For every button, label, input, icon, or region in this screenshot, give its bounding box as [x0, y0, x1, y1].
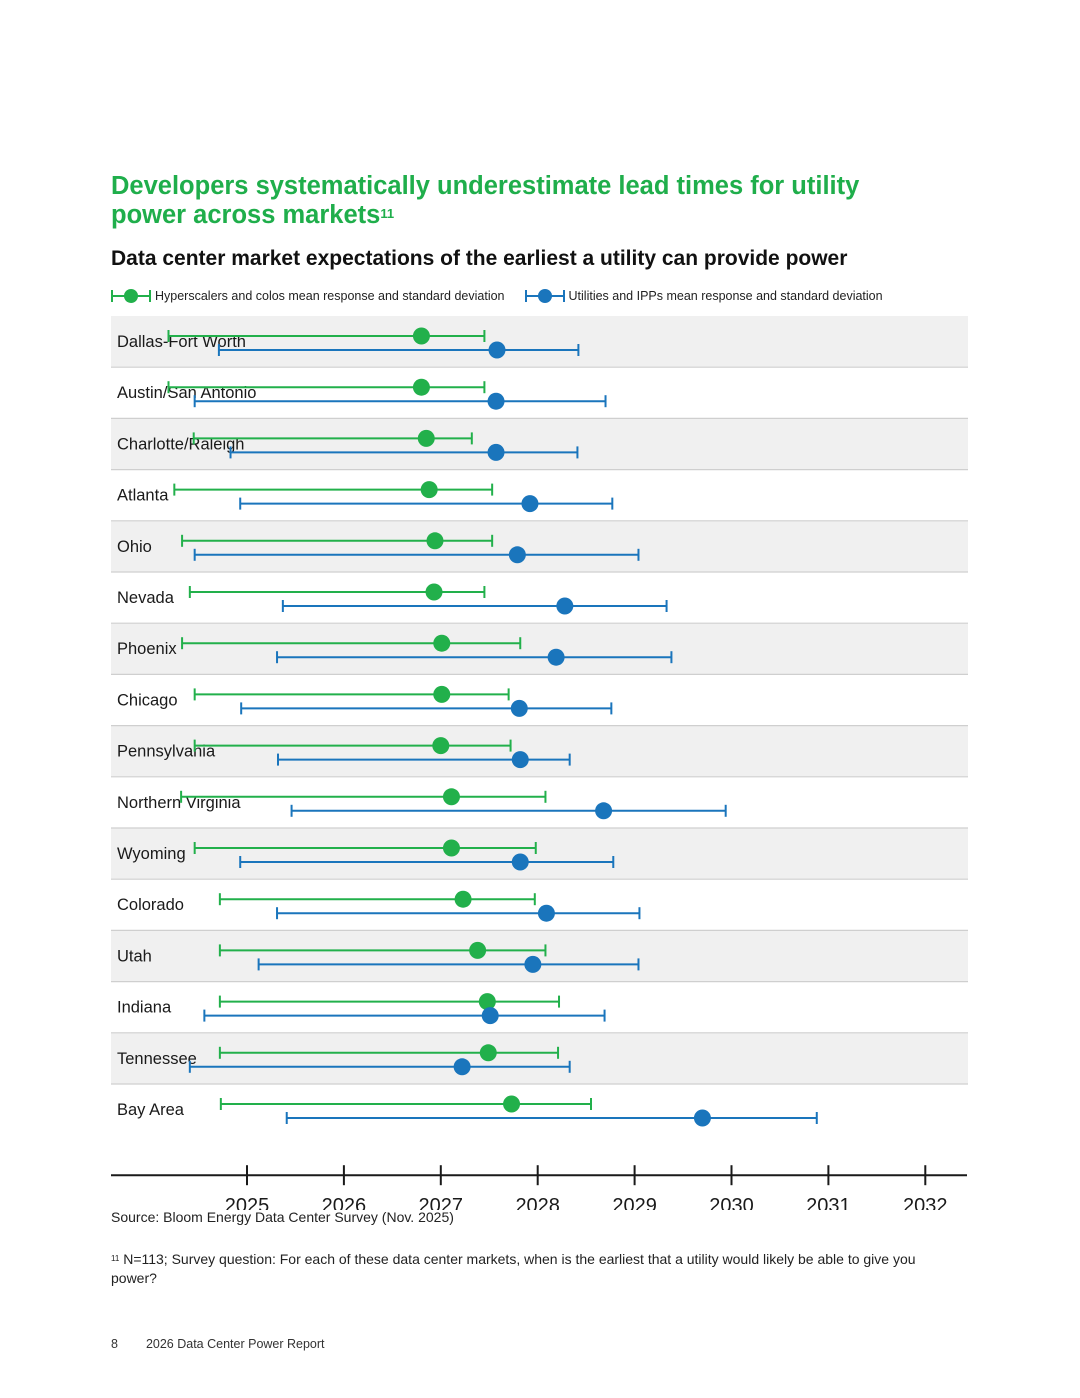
row-label: Northern Virginia — [117, 794, 241, 812]
utilities-mean-dot — [508, 546, 526, 564]
utilities-mean-dot — [511, 751, 529, 769]
hyperscalers-mean-dot — [420, 481, 438, 499]
utilities-mean-dot — [511, 853, 529, 871]
x-tick-label: 2027 — [419, 1195, 464, 1210]
utilities-mean-dot — [693, 1109, 711, 1127]
hyperscalers-mean-dot — [426, 532, 444, 550]
utilities-mean-dot — [453, 1058, 471, 1076]
row-label: Charlotte/Raleigh — [117, 435, 245, 453]
row-label: Indiana — [117, 999, 172, 1017]
utilities-mean-dot — [537, 904, 555, 922]
hyperscalers-mean-dot — [432, 737, 450, 755]
chart-legend: Hyperscalers and colos mean response and… — [111, 286, 903, 306]
legend-label-utilities: Utilities and IPPs mean response and sta… — [568, 289, 883, 303]
x-tick-label: 2028 — [515, 1195, 560, 1210]
page-footer: 8 2026 Data Center Power Report — [111, 1337, 325, 1351]
footnote-ref: 11 — [111, 1254, 120, 1263]
row-label: Atlanta — [117, 487, 169, 505]
row-label: Nevada — [117, 589, 175, 607]
utilities-mean-dot — [510, 699, 528, 717]
row-label: Bay Area — [117, 1101, 185, 1119]
hyperscalers-mean-dot — [454, 890, 472, 908]
range-chart: Dallas-Fort Worth Austin/San Antonio Charl… — [111, 316, 968, 1210]
x-tick-label: 2030 — [709, 1195, 754, 1210]
legend-item-hyperscalers: Hyperscalers and colos mean response and… — [111, 287, 505, 305]
headline: Developers systematically underestimate … — [111, 172, 931, 230]
hyperscalers-mean-dot — [433, 685, 451, 703]
footnote-text: N=113; Survey question: For each of thes… — [111, 1251, 916, 1286]
utilities-mean-dot — [487, 443, 505, 461]
row-band — [111, 520, 968, 572]
hyperscalers-mean-dot — [417, 429, 435, 447]
row-band — [111, 623, 968, 675]
row-label: Ohio — [117, 538, 152, 556]
hyperscalers-mean-dot — [442, 839, 460, 857]
chart-title: Data center market expectations of the e… — [111, 247, 848, 270]
hyperscalers-mean-dot — [412, 378, 430, 396]
utilities-mean-dot — [547, 648, 565, 666]
utilities-mean-dot — [595, 802, 613, 820]
hyperscalers-mean-dot — [479, 1044, 497, 1062]
hyperscalers-mean-dot — [442, 788, 460, 806]
report-title: 2026 Data Center Power Report — [145, 1337, 325, 1351]
row-label: Chicago — [117, 691, 178, 709]
row-label: Pennsylvania — [117, 743, 216, 761]
hyperscalers-mean-dot — [469, 941, 487, 959]
x-tick-label: 2029 — [612, 1195, 657, 1210]
utilities-mean-dot — [524, 955, 542, 973]
headline-text: Developers systematically underestimate … — [111, 172, 860, 229]
x-tick-label: 2025 — [225, 1195, 270, 1210]
page-number: 8 — [111, 1337, 118, 1351]
row-band — [111, 930, 968, 982]
row-band — [111, 725, 968, 777]
legend-label-hyperscalers: Hyperscalers and colos mean response and… — [155, 289, 505, 303]
row-label: Tennessee — [117, 1050, 197, 1068]
hyperscalers-mean-dot — [425, 583, 443, 601]
utilities-mean-dot — [481, 1007, 499, 1025]
utilities-mean-dot — [556, 597, 574, 615]
x-tick-label: 2026 — [322, 1195, 367, 1210]
chart-source: Source: Bloom Energy Data Center Survey … — [111, 1209, 454, 1225]
row-band — [111, 1032, 968, 1084]
row-band — [111, 418, 968, 470]
legend-item-utilities: Utilities and IPPs mean response and sta… — [524, 287, 883, 305]
hyperscalers-mean-dot — [412, 327, 430, 345]
hyperscalers-mean-dot — [433, 634, 451, 652]
row-label: Phoenix — [117, 640, 177, 658]
x-tick-label: 2032 — [903, 1195, 948, 1210]
utilities-mean-dot — [521, 495, 539, 513]
row-label: Colorado — [117, 896, 184, 914]
row-label: Wyoming — [117, 845, 186, 863]
row-label: Dallas-Fort Worth — [117, 333, 246, 351]
x-tick-label: 2031 — [806, 1195, 851, 1210]
utilities-mean-dot — [487, 392, 505, 410]
footnote: 11 N=113; Survey question: For each of t… — [111, 1250, 951, 1288]
utilities-mean-dot — [488, 341, 506, 359]
hyperscalers-mean-dot — [503, 1095, 521, 1113]
headline-footnote-ref: 11 — [380, 206, 395, 221]
row-label: Austin/San Antonio — [117, 384, 256, 402]
row-band — [111, 828, 968, 880]
row-band — [111, 316, 968, 368]
legend-swatch-blue — [524, 289, 565, 303]
hyperscalers-mean-dot — [478, 993, 496, 1011]
row-label: Utah — [117, 947, 152, 965]
legend-swatch-green — [111, 289, 151, 303]
